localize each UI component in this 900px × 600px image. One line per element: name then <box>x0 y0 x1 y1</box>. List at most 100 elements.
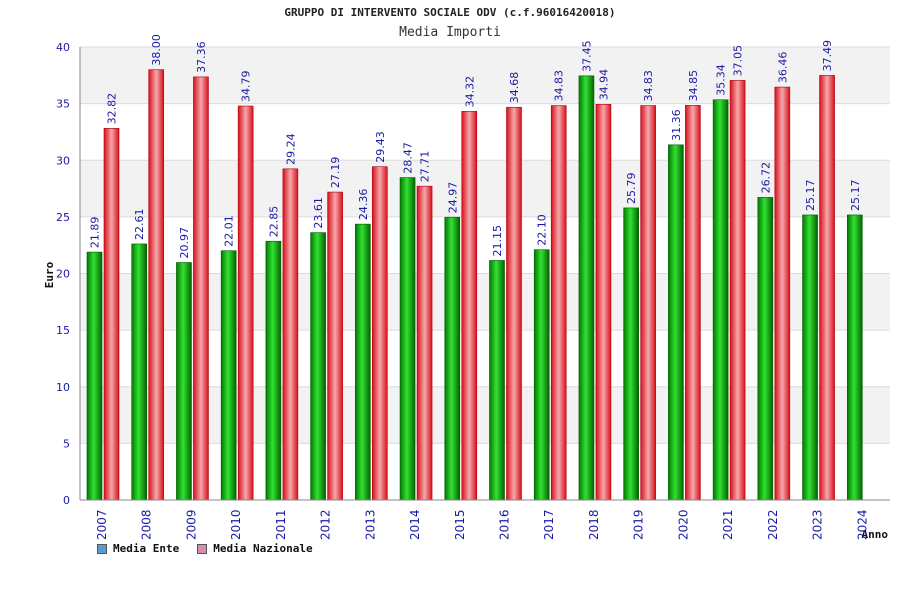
plot-band <box>80 47 890 104</box>
x-tick-label: 2012 <box>319 509 333 540</box>
bar-media-ente <box>131 243 148 501</box>
y-tick-label: 0 <box>63 494 70 507</box>
y-tick-label: 25 <box>56 211 70 224</box>
legend: Media Ente Media Nazionale <box>97 542 313 555</box>
legend-swatch-media-ente <box>97 543 107 554</box>
data-label-media-nazionale: 36.46 <box>776 52 789 84</box>
data-label-media-ente: 22.61 <box>133 208 146 240</box>
data-label-media-ente: 25.79 <box>625 172 638 204</box>
y-axis-title: Euro <box>43 261 56 288</box>
bar-media-ente <box>757 197 774 501</box>
data-label-media-nazionale: 29.43 <box>374 131 387 163</box>
data-label-media-nazionale: 34.32 <box>463 76 476 108</box>
plot-band <box>80 103 890 161</box>
data-label-media-nazionale: 37.49 <box>821 40 834 72</box>
bar-media-ente <box>533 249 550 501</box>
x-tick-label: 2009 <box>184 509 198 540</box>
x-tick-label: 2021 <box>721 509 735 540</box>
data-label-media-nazionale: 34.83 <box>642 70 655 102</box>
data-label-media-nazionale: 27.19 <box>329 157 342 189</box>
data-label-media-nazionale: 38.00 <box>150 34 163 66</box>
y-tick-label: 15 <box>56 324 70 337</box>
data-label-media-nazionale: 34.94 <box>597 69 610 101</box>
bar-media-nazionale <box>729 80 746 501</box>
bar-media-nazionale <box>506 106 522 501</box>
data-label-media-ente: 21.15 <box>491 225 504 257</box>
x-tick-label: 2011 <box>274 509 288 540</box>
plot-band <box>80 216 890 274</box>
data-label-media-ente: 37.45 <box>580 40 593 72</box>
bar-media-ente <box>86 251 103 501</box>
legend-label-media-nazionale: Media Nazionale <box>213 542 313 555</box>
data-label-media-ente: 25.17 <box>849 179 862 211</box>
plot-band <box>80 443 890 500</box>
data-label-media-nazionale: 29.24 <box>284 133 297 165</box>
bar-media-nazionale <box>461 111 478 501</box>
data-label-media-ente: 23.61 <box>312 197 325 229</box>
bar-media-ente <box>712 99 729 501</box>
chart-subtitle: Media Importi <box>399 25 501 40</box>
y-tick-label: 35 <box>56 98 70 111</box>
bar-media-ente <box>489 260 505 501</box>
x-tick-label: 2013 <box>363 509 377 540</box>
bar-media-nazionale <box>327 191 343 501</box>
x-tick-label: 2018 <box>587 509 601 540</box>
legend-item-media-nazionale: Media Nazionale <box>197 542 313 555</box>
y-tick-label: 5 <box>63 437 70 450</box>
bar-media-ente <box>578 75 595 501</box>
plot-band <box>80 330 890 387</box>
plot-band <box>80 160 890 217</box>
data-label-media-ente: 35.34 <box>715 64 728 96</box>
data-label-media-nazionale: 27.71 <box>419 151 432 183</box>
x-tick-label: 2016 <box>498 509 512 540</box>
data-label-media-ente: 22.85 <box>267 206 280 238</box>
bar-media-nazionale <box>193 76 209 501</box>
bar-media-ente <box>802 214 818 501</box>
bar-media-nazionale <box>282 168 299 501</box>
y-tick-label: 10 <box>56 381 70 394</box>
y-tick-label: 40 <box>56 41 70 54</box>
x-tick-label: 2007 <box>95 509 109 540</box>
x-tick-label: 2022 <box>766 509 780 540</box>
data-label-media-nazionale: 34.83 <box>553 70 566 102</box>
data-labels-group: 21.89 32.82 22.61 38.00 20.97 37.36 22.01 34.79… <box>89 34 862 258</box>
bar-media-ente <box>310 232 326 501</box>
data-label-media-ente: 31.36 <box>670 109 683 141</box>
bar-media-ente <box>176 262 192 501</box>
bar-media-nazionale <box>819 75 835 501</box>
bar-media-nazionale <box>595 104 612 501</box>
x-axis-title: Anno <box>862 528 889 541</box>
bar-media-nazionale <box>148 69 165 501</box>
x-tick-label: 2010 <box>229 509 243 540</box>
chart-title: GRUPPO DI INTERVENTO SOCIALE ODV (c.f.96… <box>284 6 616 19</box>
x-tick-label: 2023 <box>811 509 825 540</box>
bar-media-nazionale <box>550 105 567 501</box>
data-label-media-ente: 21.89 <box>89 217 102 249</box>
data-label-media-ente: 26.72 <box>759 162 772 194</box>
bar-media-ente <box>623 207 639 501</box>
plot-band <box>80 273 890 331</box>
bar-media-nazionale <box>416 185 433 501</box>
legend-item-media-ente: Media Ente <box>97 542 179 555</box>
bar-media-nazionale <box>103 128 120 501</box>
bar-media-nazionale <box>685 105 701 501</box>
x-tick-label: 2015 <box>453 509 467 540</box>
data-label-media-ente: 28.47 <box>402 142 415 174</box>
data-label-media-nazionale: 37.36 <box>195 41 208 73</box>
legend-label-media-ente: Media Ente <box>113 542 180 555</box>
bar-media-ente <box>220 250 237 501</box>
data-label-media-ente: 25.17 <box>804 179 817 211</box>
plot-band <box>80 386 890 444</box>
data-label-media-nazionale: 34.79 <box>240 71 253 103</box>
data-label-media-ente: 22.01 <box>223 215 236 247</box>
data-label-media-ente: 24.36 <box>357 189 370 221</box>
bar-media-nazionale <box>774 86 791 501</box>
x-tick-label: 2024 <box>855 509 869 540</box>
data-label-media-ente: 24.97 <box>446 182 459 214</box>
data-label-media-nazionale: 34.68 <box>508 72 521 104</box>
bars-group <box>86 69 863 501</box>
bar-media-ente <box>399 177 416 501</box>
bar-media-nazionale <box>372 166 388 501</box>
data-label-media-nazionale: 34.85 <box>687 70 700 102</box>
